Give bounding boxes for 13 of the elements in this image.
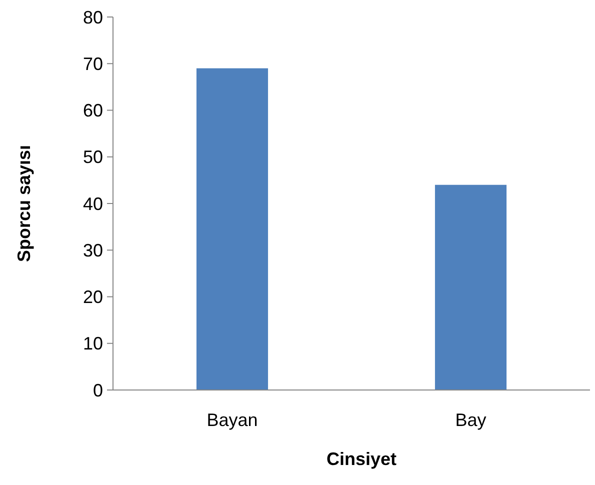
x-axis-title: Cinsiyet [326, 449, 397, 469]
x-tick-label: Bayan [206, 410, 258, 430]
y-tick-label: 30 [82, 240, 103, 260]
y-tick-label: 40 [82, 194, 103, 214]
y-tick-label: 80 [82, 7, 103, 28]
x-tick-label: Bay [455, 410, 486, 430]
y-tick-label: 70 [82, 54, 103, 74]
y-tick-label: 10 [82, 334, 103, 354]
y-axis-title: Sporcu sayısı [14, 144, 34, 262]
y-tick-label: 50 [82, 147, 103, 168]
y-tick-label: 20 [82, 287, 103, 308]
y-tick-label: 0 [92, 380, 103, 400]
y-tick-label: 60 [82, 100, 103, 121]
